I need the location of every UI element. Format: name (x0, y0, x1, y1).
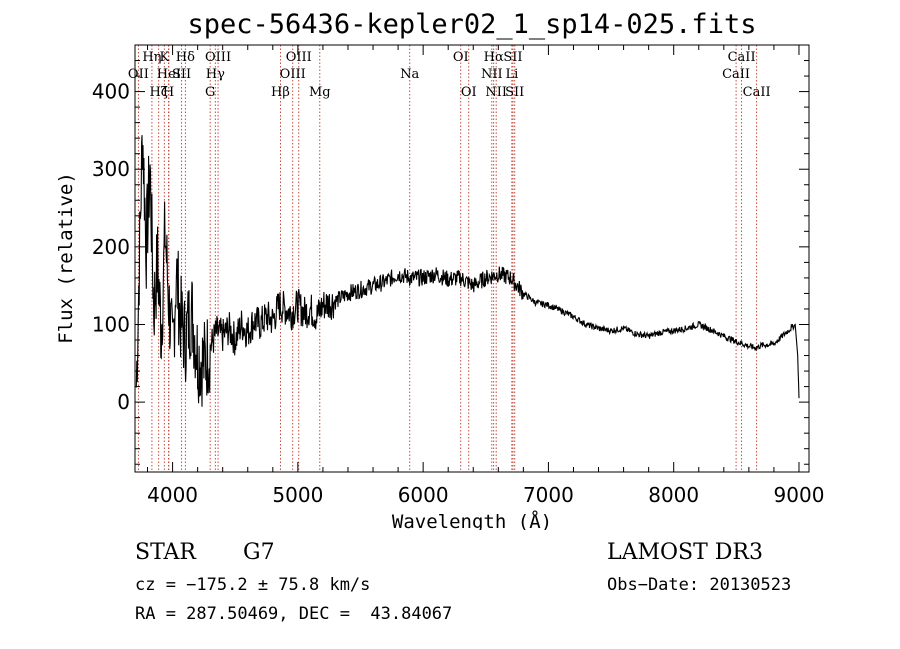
spectral-line-label: OII (128, 67, 149, 82)
spectral-line-label: K (159, 50, 169, 65)
x-tick-label: 6000 (398, 483, 449, 507)
spectral-line-label: Na (400, 67, 419, 82)
y-tick-label: 400 (92, 80, 130, 104)
x-tick-label: 5000 (272, 483, 323, 507)
spectral-line-label: SII (505, 85, 524, 100)
y-tick-label: 0 (117, 390, 130, 414)
spectral-line-label: Hδ (176, 50, 195, 65)
x-axis-label: Wavelength (Å) (392, 510, 552, 530)
x-tick-label: 9000 (774, 483, 825, 507)
spectral-line-label: OI (453, 50, 469, 65)
x-tick-label: 4000 (147, 483, 198, 507)
spectral-line-label: HeI (157, 67, 181, 82)
object-type: STAR (135, 540, 196, 565)
spectral-line-label: OI (461, 85, 477, 100)
obs-date: Obs−Date: 20130523 (607, 575, 792, 595)
y-tick-label: 100 (92, 312, 130, 336)
spectral-line-label: SII (503, 50, 522, 65)
spectral-line-label: Hζ (149, 85, 167, 100)
spectral-line-label: OIII (280, 67, 306, 82)
spectral-line-label: Mg (309, 85, 331, 100)
spectral-line-label: SII (172, 67, 191, 82)
spectral-line-label: Hα (484, 50, 504, 65)
spectral-line-label: Hγ (206, 67, 225, 82)
spectral-line-label: NII (481, 67, 503, 82)
spectral-line-label: CaII (722, 67, 750, 82)
x-tick-label: 8000 (648, 483, 699, 507)
spectral-lines-layer (137, 45, 758, 472)
spectral-line-label: G (205, 85, 215, 100)
chart-title: spec-56436-kepler02_1_sp14-025.fits (188, 9, 757, 40)
spectral-line-label: CaII (743, 85, 771, 100)
subclass: G7 (243, 540, 275, 565)
spectral-line-label: Hη (142, 50, 161, 65)
redshift-text: cz = −175.2 ± 75.8 km/s (135, 575, 371, 595)
spectral-line-label: CaII (728, 50, 756, 65)
spectrum-series-line (135, 135, 800, 407)
spectral-line-label: NII (485, 85, 507, 100)
axis-ticks: 4000 5000 6000 7000 8000 9000 0 100 200 300 400 (92, 44, 825, 507)
y-axis-label: Flux (relative) (55, 172, 77, 344)
plot-frame (134, 44, 810, 473)
coordinates-text: RA = 287.50469, DEC = 43.84067 (135, 604, 453, 624)
spectral-line-label: OIII (205, 50, 231, 65)
spectrum-chart: spec-56436-kepler02_1_sp14-025.fits Hη OI… (55, 9, 825, 530)
x-tick-label: 7000 (523, 483, 574, 507)
y-tick-label: 200 (92, 235, 130, 259)
spectral-line-label: Hβ (271, 85, 290, 100)
spectral-line-label: OIII (286, 50, 312, 65)
spectral-line-label: H (163, 85, 174, 100)
spectral-line-label: Li (505, 67, 518, 82)
y-tick-label: 300 (92, 157, 130, 181)
survey-label: LAMOST DR3 (607, 540, 763, 565)
